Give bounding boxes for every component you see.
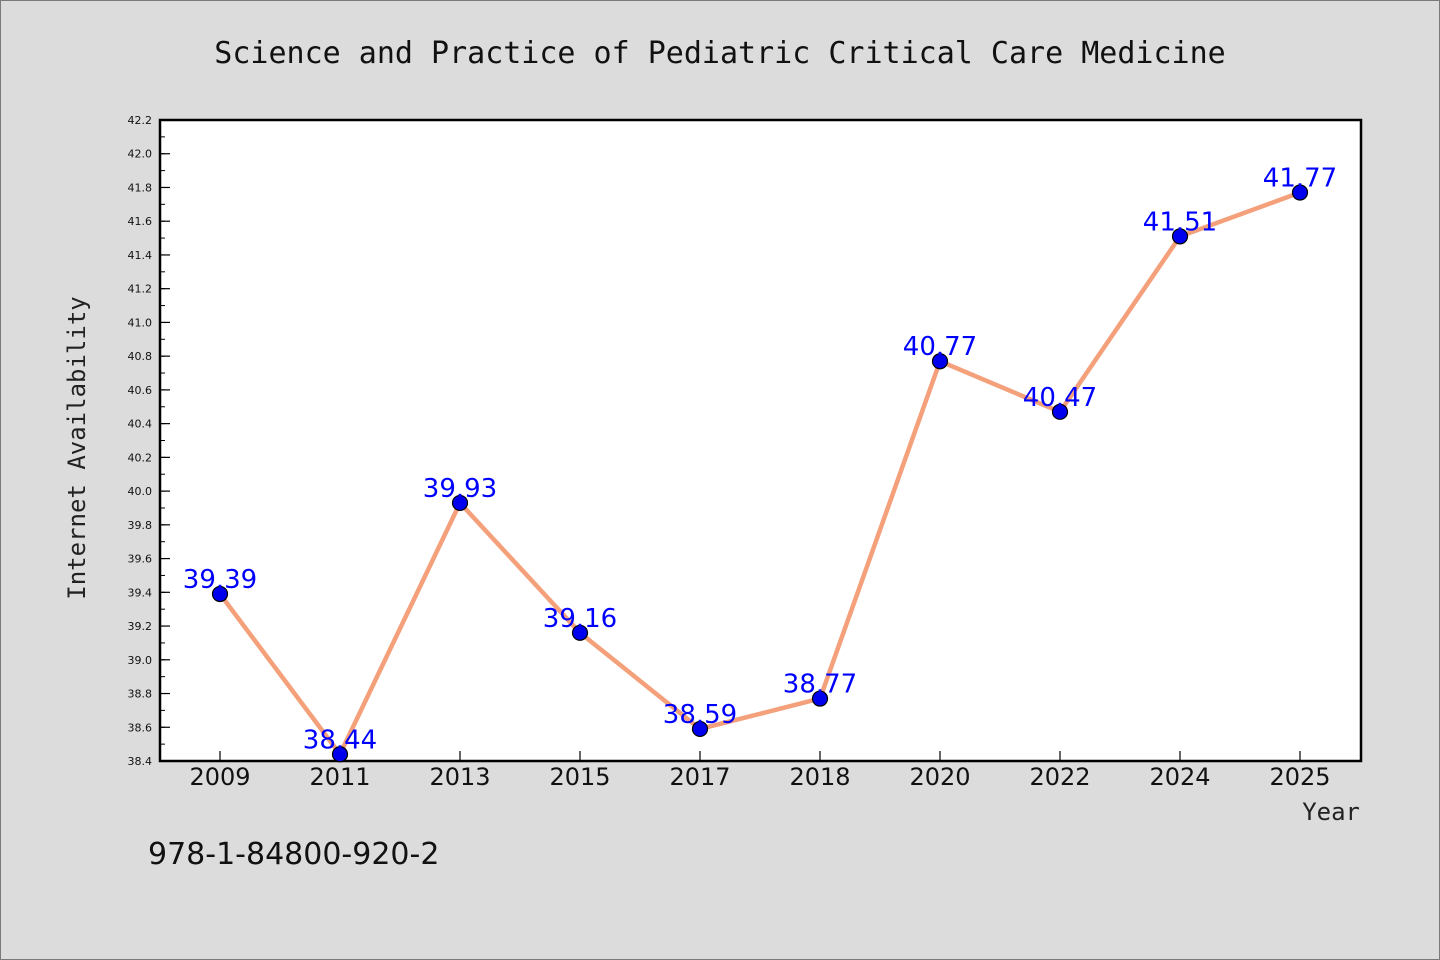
y-tick-label: 39.6	[128, 553, 153, 566]
y-tick-label: 41.0	[128, 316, 153, 329]
x-tick-label: 2025	[1269, 763, 1330, 791]
x-tick-label: 2017	[669, 763, 730, 791]
data-point	[931, 353, 949, 370]
y-tick-label: 39.4	[128, 586, 153, 599]
x-axis-label: Year	[1302, 798, 1360, 826]
data-label: 39.93	[423, 474, 497, 504]
x-tick-label: 2020	[909, 763, 970, 791]
series-line	[211, 184, 1309, 763]
data-point	[1051, 403, 1069, 420]
y-tick-label: 41.6	[128, 215, 153, 228]
data-point	[691, 720, 709, 738]
x-tick-label: 2009	[189, 763, 250, 791]
y-tick-label: 38.6	[128, 721, 153, 734]
x-tick-label: 2013	[429, 763, 490, 791]
y-tick-label: 40.8	[128, 350, 153, 363]
y-tick-label: 40.0	[128, 485, 153, 498]
data-point	[211, 585, 229, 603]
x-tick-label: 2011	[309, 763, 370, 791]
y-tick-label: 38.8	[128, 688, 153, 701]
data-label: 41.77	[1263, 164, 1337, 194]
y-tick-label: 41.8	[128, 181, 153, 194]
y-tick-label: 42.0	[128, 148, 153, 161]
y-tick-label: 41.4	[128, 249, 153, 262]
plot-area	[158, 118, 1363, 763]
y-tick-label: 40.2	[128, 451, 153, 464]
data-label: 38.44	[303, 725, 377, 755]
y-tick-label: 39.2	[128, 620, 153, 633]
y-axis-label: Internet Availability	[63, 296, 91, 599]
y-tick-label: 38.4	[128, 755, 153, 768]
data-label: 39.16	[543, 604, 617, 634]
x-tick-label: 2015	[549, 763, 610, 791]
data-labels: 39.39 38.44 39.93 39.16 38.59 38.77 40.77 40.47…	[183, 164, 1337, 756]
y-tick-label: 41.2	[128, 283, 153, 296]
y-tick-label: 40.4	[128, 418, 153, 431]
x-tick-label: 2024	[1149, 763, 1210, 791]
chart-title: Science and Practice of Pediatric Critic…	[214, 36, 1225, 71]
data-point	[331, 746, 349, 763]
data-point	[451, 494, 469, 512]
y-tick-label: 39.0	[128, 654, 153, 667]
y-axis: 38.4 38.6 38.8 39.0 39.2 39.4 39.6 39.8 40.0 40.2…	[128, 114, 170, 768]
data-label: 40.47	[1023, 383, 1097, 413]
y-tick-label: 39.8	[128, 519, 153, 532]
isbn-text: 978-1-84800-920-2	[148, 837, 439, 872]
data-label: 38.77	[783, 670, 857, 700]
data-point	[811, 690, 829, 707]
data-label: 41.51	[1143, 207, 1217, 237]
data-point	[1171, 228, 1189, 245]
series-polyline	[218, 190, 1301, 757]
data-label: 40.77	[903, 332, 977, 362]
data-label: 38.59	[663, 700, 737, 730]
data-point	[1291, 184, 1309, 201]
x-axis: 2009 2011 2013 2015 2017 2018 2020 2022 2024 2025	[189, 751, 1331, 791]
x-tick-label: 2022	[1029, 763, 1090, 791]
data-label: 39.39	[183, 565, 257, 595]
data-point	[571, 624, 589, 641]
x-tick-label: 2018	[789, 763, 850, 791]
y-tick-label: 42.2	[128, 114, 153, 127]
y-tick-label: 40.6	[128, 384, 153, 397]
